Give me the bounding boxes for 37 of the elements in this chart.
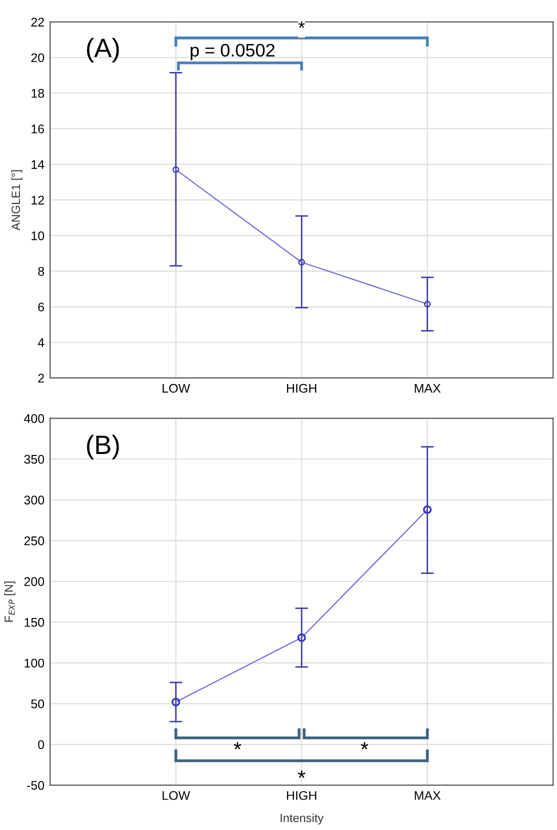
x-tick-label: LOW [162,384,190,393]
x-tick-label: MAX [414,791,441,800]
y-tick-label: 14 [32,160,44,169]
y-tick-label: 400 [24,414,44,423]
annotation: (A) [86,38,119,63]
annotation: (B) [86,434,119,460]
x-tick-label: MAX [414,384,441,393]
x-tick-label: HIGH [287,791,316,800]
y-tick-label: 150 [24,618,44,627]
y-tick-label: 18 [32,88,44,98]
annotation: * [298,770,306,778]
y-tick-label: 16 [32,124,44,134]
y-tick-label: 300 [24,496,44,504]
y-tick-label: 350 [24,454,44,464]
y-tick-label: 0 [38,740,44,750]
y-tick-label: 50 [31,699,44,708]
x-tick-label: LOW [162,791,190,800]
annotation: p = 0.0502 [190,44,274,60]
y-tick-label: 20 [31,53,44,62]
y-tick-label: 22 [31,18,44,26]
annotation: * [234,742,242,750]
y-tick-label: 4 [38,338,44,347]
y-tick-label: 6 [38,302,44,312]
annotation: * [360,742,368,750]
y-tick-label: 8 [38,266,44,276]
y-tick-label: 10 [32,231,44,240]
x-tick-label: HIGH [287,384,316,393]
y-tick-label: -50 [27,780,44,790]
y-tick-label: 2 [38,374,44,383]
annotation: * [298,21,305,28]
y-axis-title: F$_{EXP}$ [N] [4,582,16,622]
y-tick-label: 12 [32,196,44,204]
y-tick-label: 100 [24,658,44,668]
y-axis-title: ANGLE1 [°] [11,170,22,230]
x-axis-title: Intensity [280,814,324,825]
y-tick-label: 250 [24,536,44,546]
y-tick-label: 200 [24,577,44,586]
